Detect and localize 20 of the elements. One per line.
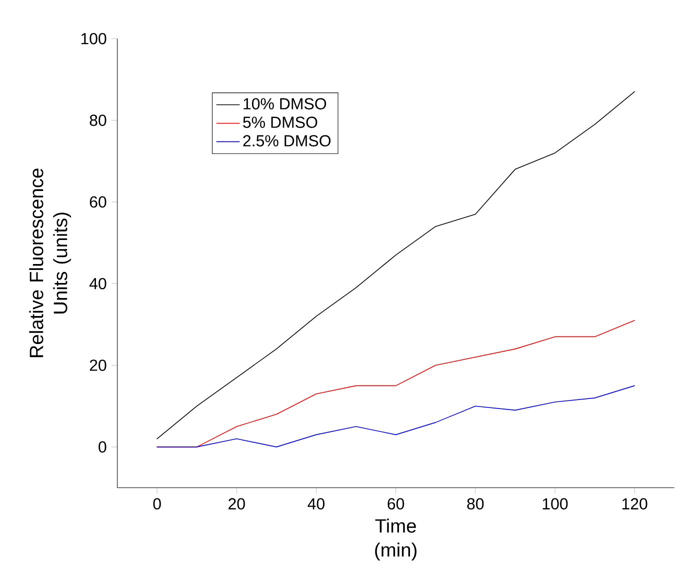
legend-label: 10% DMSO	[244, 98, 326, 110]
y-tick-label: 60	[90, 196, 106, 208]
x-tick-label: 120	[622, 498, 648, 510]
x-tick-label: 80	[467, 498, 484, 510]
x-axis-title: Time (min)	[375, 518, 416, 561]
x-tick-label: 0	[153, 498, 161, 510]
x-tick-label: 40	[308, 498, 324, 510]
y-tick-label: 20	[90, 360, 106, 371]
x-tick-label: 20	[228, 498, 245, 510]
x-tick-label: 100	[542, 498, 568, 510]
legend-label: 5% DMSO	[243, 116, 318, 128]
y-tick-label: 40	[89, 278, 106, 290]
y-tick-label: 0	[98, 441, 106, 453]
x-tick-label: 60	[388, 498, 404, 510]
y-tick-label: 100	[81, 33, 106, 44]
legend-label: 2.5% DMSO	[243, 135, 331, 146]
y-tick-label: 80	[90, 114, 106, 126]
line-series	[156, 91, 635, 440]
line-series	[156, 385, 635, 448]
y-axis-title: Relative Fluorescence Units (units)	[29, 168, 72, 358]
